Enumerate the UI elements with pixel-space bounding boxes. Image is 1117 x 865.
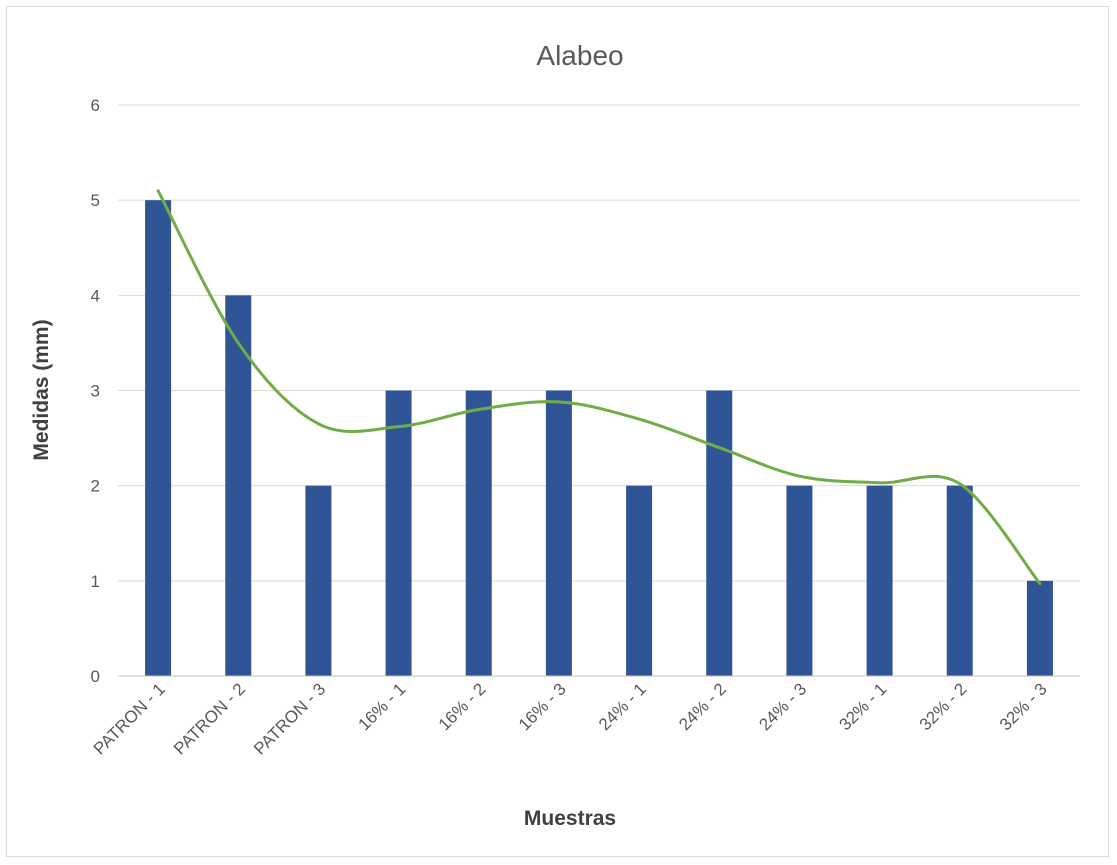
- y-tick-label-6: 6: [91, 96, 100, 115]
- x-tick-label-6: 24% - 1: [595, 679, 650, 734]
- x-tick-label-11: 32% - 3: [996, 679, 1051, 734]
- y-axis-title: Medidas (mm): [30, 319, 53, 460]
- y-tick-label-0: 0: [91, 667, 100, 686]
- x-tick-label-7: 24% - 2: [675, 679, 730, 734]
- x-tick-label-8: 24% - 3: [755, 679, 810, 734]
- bar-5: [545, 390, 572, 676]
- x-tick-label-1: PATRON - 2: [170, 679, 249, 758]
- bar-10: [946, 485, 973, 676]
- x-tick-label-2: PATRON - 3: [250, 679, 329, 758]
- x-tick-label-0: PATRON - 1: [90, 679, 169, 758]
- y-tick-label-2: 2: [91, 477, 100, 496]
- x-tick-label-4: 16% - 2: [435, 679, 490, 734]
- bar-0: [145, 200, 172, 676]
- bar-3: [385, 390, 412, 676]
- chart-title: Alabeo: [536, 40, 623, 71]
- bar-7: [706, 390, 733, 676]
- gridlines: [118, 104, 1080, 582]
- bar-11: [1026, 580, 1053, 676]
- x-tick-label-9: 32% - 1: [836, 679, 891, 734]
- y-axis-ticks: 0 1 2 3 4 5 6: [91, 96, 100, 686]
- bar-9: [866, 485, 893, 676]
- x-tick-label-5: 16% - 3: [515, 679, 570, 734]
- y-tick-label-5: 5: [91, 191, 100, 210]
- x-tick-label-3: 16% - 1: [355, 679, 410, 734]
- trend-line: [156, 189, 1042, 586]
- trend-line-path: [156, 189, 1042, 586]
- y-tick-label-3: 3: [91, 382, 100, 401]
- y-tick-label-4: 4: [91, 286, 100, 305]
- bar-1: [225, 295, 252, 676]
- x-tick-label-10: 32% - 2: [916, 679, 971, 734]
- x-axis-ticks: PATRON - 1 PATRON - 2 PATRON - 3 16% - 1 16%…: [90, 679, 1051, 758]
- x-axis-title: Muestras: [524, 807, 616, 830]
- bar-2: [305, 485, 332, 676]
- y-tick-label-1: 1: [91, 572, 100, 591]
- bar-8: [786, 485, 813, 676]
- bar-4: [465, 390, 492, 676]
- bars: [145, 200, 1053, 676]
- bar-6: [626, 485, 653, 676]
